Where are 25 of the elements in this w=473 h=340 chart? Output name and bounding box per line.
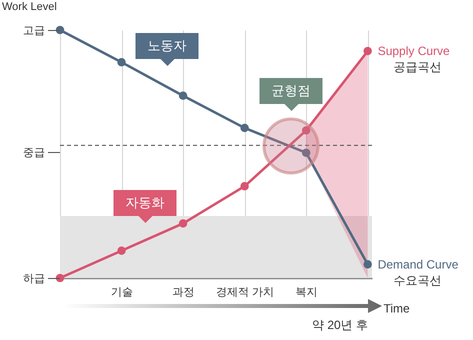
point: [302, 126, 310, 135]
point: [117, 58, 126, 66]
annotation: 노동자: [136, 33, 198, 59]
x-axis-title: Time: [384, 302, 410, 316]
x-tick-label: 복지: [296, 286, 318, 298]
text: 약 20년 후: [312, 317, 368, 334]
text: 하급: [23, 272, 45, 286]
point: [364, 46, 372, 56]
point: [240, 124, 249, 132]
y-axis-title: Work Level: [2, 1, 57, 13]
point: [178, 92, 188, 100]
point: [117, 246, 126, 255]
point: [302, 148, 310, 157]
point: [240, 182, 249, 190]
x-tick-label: 기술: [111, 286, 134, 298]
point: [364, 260, 372, 269]
series-label: Demand Curve 수요곡선: [378, 257, 459, 288]
point: [178, 219, 188, 228]
text: 중급: [23, 146, 45, 160]
annotation: 자동화: [114, 190, 176, 216]
text: 고급: [23, 24, 45, 38]
annotation: 균형점: [260, 78, 322, 104]
x-tick-label: 경제적 가치: [216, 286, 274, 298]
x-tick-label: 과정: [172, 286, 195, 298]
series-label: Supply Curve 공급곡선: [378, 44, 450, 74]
